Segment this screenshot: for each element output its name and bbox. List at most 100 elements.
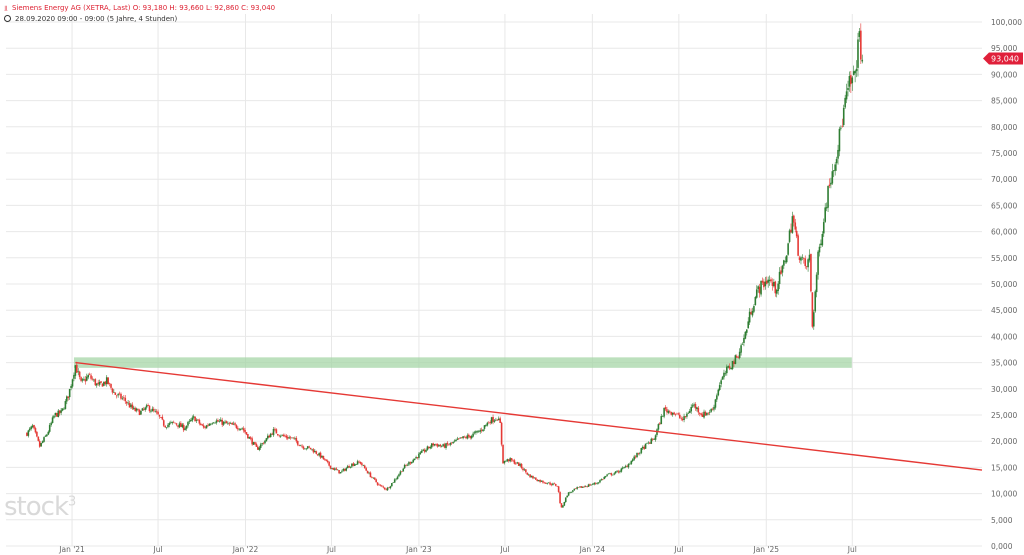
candle-body — [68, 388, 71, 398]
candle-body — [292, 437, 295, 439]
candle-body — [311, 448, 313, 450]
candle — [657, 423, 660, 432]
candle — [401, 471, 403, 473]
candle-body — [564, 497, 567, 503]
candle — [34, 426, 37, 434]
candle-body — [110, 384, 112, 388]
candle — [27, 429, 30, 438]
candle — [155, 409, 158, 415]
candle-body — [773, 281, 775, 287]
candle — [787, 242, 789, 256]
candle-body — [664, 407, 667, 410]
candle — [115, 394, 118, 399]
candle — [282, 433, 285, 437]
candle-body — [621, 467, 624, 469]
candle — [706, 412, 708, 416]
candle — [214, 421, 216, 424]
candle-body — [412, 459, 415, 463]
candle — [74, 364, 77, 380]
candle-body — [88, 374, 91, 375]
candle-body — [94, 379, 97, 386]
candle-body — [135, 408, 138, 411]
candle-body — [543, 482, 546, 484]
candle — [452, 441, 454, 444]
candle — [496, 419, 499, 421]
candle — [837, 144, 839, 165]
candle — [720, 378, 722, 388]
candle-body — [741, 343, 744, 345]
candle-body — [207, 425, 209, 426]
candle — [406, 463, 409, 467]
candle — [209, 422, 212, 426]
candle-body — [728, 366, 731, 369]
candle-body — [768, 279, 771, 282]
candle — [540, 480, 543, 482]
candle-body — [160, 417, 162, 418]
candle — [572, 490, 574, 493]
candle-body — [793, 215, 795, 223]
candle-body — [314, 450, 316, 453]
candle-body — [93, 379, 95, 381]
candle-body — [583, 486, 586, 488]
candle-body — [219, 419, 222, 422]
candle — [646, 442, 648, 444]
candle-body — [255, 443, 258, 447]
candle-body — [296, 441, 299, 445]
candle-body — [832, 170, 835, 172]
candle — [678, 412, 681, 420]
candle-body — [144, 407, 147, 410]
candle — [192, 414, 195, 420]
candle — [26, 432, 28, 437]
candle — [690, 404, 692, 414]
candle — [346, 464, 349, 469]
candle — [633, 454, 635, 461]
candle — [765, 276, 768, 285]
candle — [343, 468, 346, 472]
candle-body — [525, 469, 527, 473]
candle-body — [738, 351, 741, 358]
candle-body — [391, 483, 393, 487]
candle — [734, 354, 737, 365]
candle — [443, 442, 446, 449]
candle-body — [629, 463, 631, 465]
candle — [123, 394, 125, 401]
candle — [208, 423, 211, 426]
candle-body — [825, 207, 828, 209]
candle-body — [248, 437, 251, 439]
candle-body — [305, 448, 308, 450]
candle-body — [204, 427, 206, 428]
candle-body — [777, 283, 779, 291]
candle-body — [670, 411, 673, 415]
candle — [90, 373, 92, 381]
candle — [438, 444, 440, 447]
candle-body — [745, 329, 748, 333]
candle-body — [650, 438, 653, 444]
candle-body — [540, 480, 543, 482]
candle — [854, 69, 856, 83]
candle — [412, 458, 415, 463]
candle — [425, 448, 427, 453]
candle-body — [338, 470, 340, 474]
candle — [801, 254, 804, 261]
candle-body — [188, 420, 191, 422]
candle-body — [64, 401, 67, 409]
candle-body — [857, 39, 859, 68]
candle — [191, 415, 194, 423]
candle — [455, 438, 457, 442]
candle-body — [90, 375, 92, 379]
candle-body — [389, 486, 392, 489]
candle-body — [828, 184, 831, 187]
candle — [353, 463, 356, 467]
candle-body — [590, 484, 593, 486]
candle — [71, 378, 74, 389]
candle — [567, 492, 570, 497]
candle — [81, 378, 84, 383]
candle-body — [446, 442, 449, 445]
candle — [257, 445, 259, 450]
candle-body — [185, 425, 188, 429]
candle-body — [38, 441, 41, 447]
candle — [785, 255, 788, 264]
candle — [663, 407, 665, 419]
candle-body — [133, 407, 135, 409]
